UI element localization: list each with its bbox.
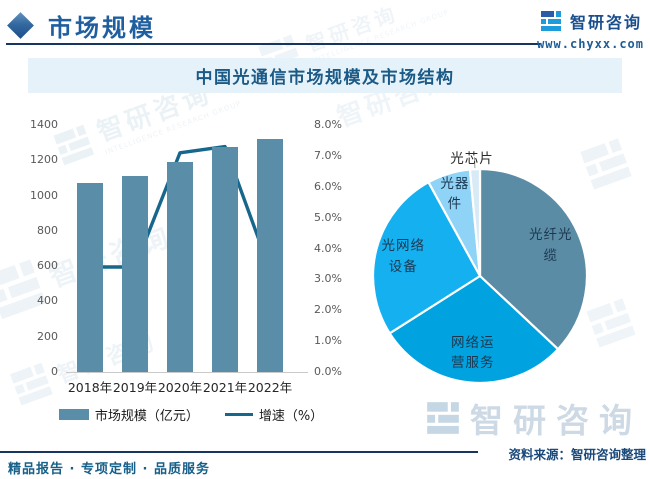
pie-slice-label: 光器 件 [440, 175, 470, 213]
bar [212, 146, 238, 372]
y-axis-tick-right: 0.0% [314, 365, 342, 378]
y-axis-tick-right: 3.0% [314, 272, 342, 286]
pie-chart: 光芯片 光纤光 缆网络运 营服务 光网络 设备 光器 件 [368, 146, 596, 396]
y-axis-tick-right: 1.0% [314, 334, 342, 348]
y-axis-tick-right: 2.0% [314, 303, 342, 317]
bar [122, 176, 148, 372]
chyxx-logo-glyph [427, 402, 459, 434]
bar-line-chart: 市场规模（亿元） 增速（%） 0 200 400 600 800 1000 1200 1400… [30, 118, 352, 430]
y-axis-tick-left: 800 [37, 223, 58, 237]
header-divider [6, 43, 540, 45]
x-axis-line [66, 372, 308, 373]
watermark-logo-icon [424, 399, 462, 437]
y-axis-tick-left: 0 [51, 365, 58, 378]
bar [77, 182, 103, 372]
pie-slice-label: 光网络 设备 [381, 238, 426, 275]
pie-slice [478, 167, 589, 351]
chart-legend: 市场规模（亿元） 增速（%） [30, 405, 352, 424]
brand-name: 智研咨询 [569, 13, 642, 32]
pie-svg [371, 157, 589, 384]
x-axis-label: 2022年 [247, 380, 293, 395]
chart-title-banner: 中国光通信市场规模及市场结构 [28, 58, 622, 93]
pie-slice-label: 网络运 营服务 [450, 334, 495, 371]
source-note: 资料来源：智研咨询整理 [508, 447, 646, 462]
x-axis-label: 2018年 [67, 380, 113, 395]
x-axis-label: 2020年 [157, 380, 203, 395]
legend-label: 市场规模（亿元） [94, 409, 199, 424]
y-axis-tick-right: 7.0% [314, 148, 342, 162]
pie-slice [371, 181, 482, 335]
y-axis-tick-right: 8.0% [314, 118, 342, 131]
chyxx-logo-glyph [540, 11, 561, 31]
pie-slice-label: 光芯片 [450, 151, 494, 167]
bar [167, 162, 193, 372]
pie-slice [388, 274, 560, 384]
x-axis-label: 2019年 [112, 380, 158, 395]
chart-title: 中国光通信市场规模及市场结构 [195, 68, 455, 88]
y-axis-tick-left: 200 [37, 329, 58, 343]
y-axis-tick-left: 1400 [30, 118, 58, 131]
pie-slice [468, 167, 482, 278]
footer-tagline: 精品报告 · 专项定制 · 品质服务 [8, 462, 210, 477]
brand-url: www.chyxx.com [537, 37, 644, 51]
y-axis-tick-right: 5.0% [314, 210, 342, 224]
watermark: 智研咨询 [424, 394, 642, 442]
footer-divider [0, 451, 478, 453]
watermark-text: 智研咨询 [302, 0, 402, 57]
bar-swatch [58, 409, 89, 420]
y-axis-tick-right: 6.0% [314, 179, 342, 193]
x-axis-label: 2021年 [202, 380, 248, 395]
legend-item-bar: 市场规模（亿元） [58, 405, 199, 424]
pie-label-leader-line [473, 157, 476, 169]
y-axis-tick-right: 4.0% [314, 241, 342, 255]
y-axis-tick-left: 1200 [30, 153, 58, 167]
watermark-subtext: INTELLIGENCE RESEARCH GROUP [311, 7, 450, 65]
y-axis-tick-left: 1000 [30, 188, 58, 202]
bar [257, 139, 283, 372]
pie-slice-label: 光纤光 缆 [528, 227, 573, 264]
brand-logo-icon [539, 9, 563, 33]
y-axis-tick-left: 400 [37, 294, 58, 308]
page-title: 市场规模 [48, 14, 156, 42]
y-axis-tick-left: 600 [37, 259, 58, 273]
watermark-text: 智研咨询 [470, 401, 642, 440]
line-swatch [224, 413, 253, 416]
legend-item-line: 增速（%） [224, 405, 324, 424]
brand: 智研咨询 [539, 9, 642, 33]
page-header: 市场规模 [7, 8, 156, 43]
diamond-icon [7, 12, 34, 39]
legend-label: 增速（%） [258, 409, 324, 424]
